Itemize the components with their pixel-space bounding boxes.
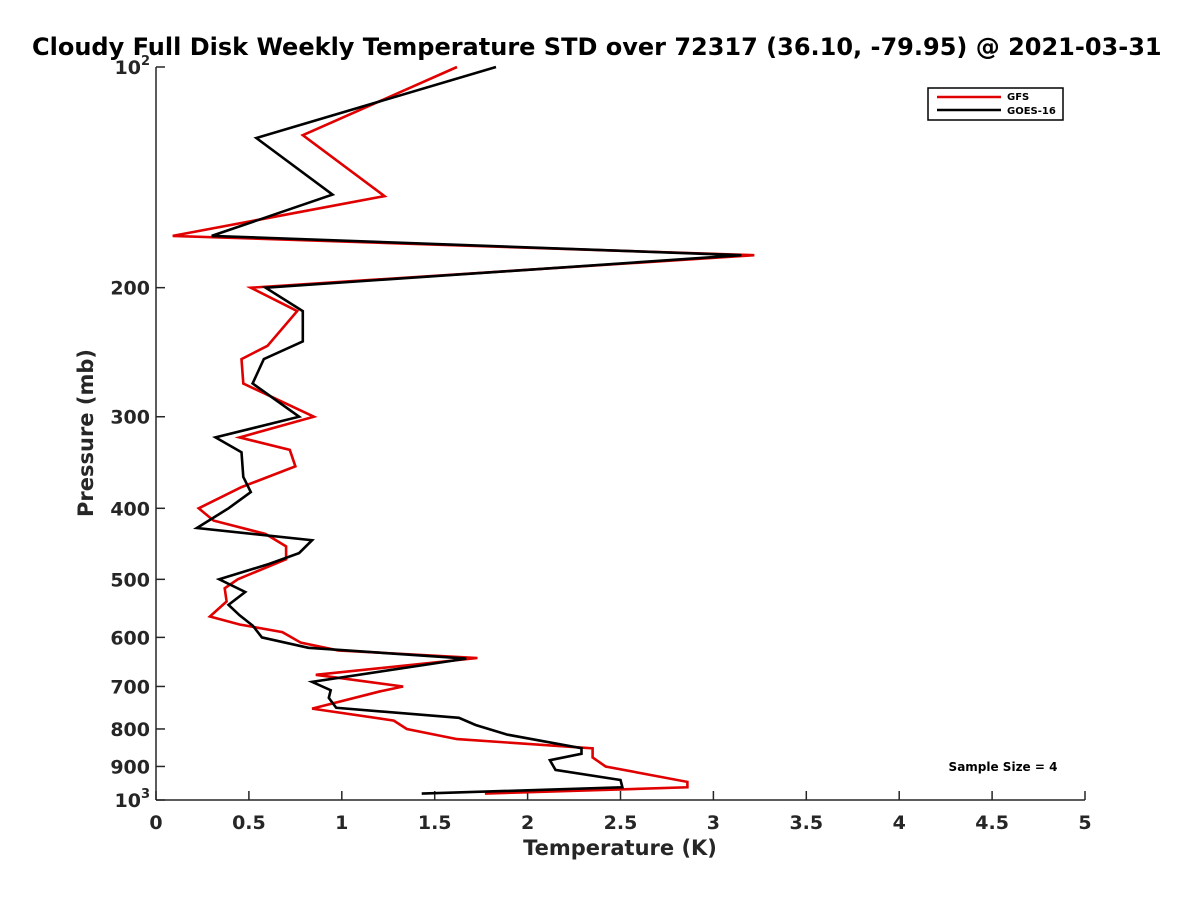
x-tick-label: 3.5 [789, 812, 823, 834]
y-axis-ticks: 102 200 300 400 500 600 700 800 900 103 [110, 54, 165, 812]
series-layer [172, 65, 755, 795]
x-tick-label: 0 [149, 812, 162, 834]
y-tick-label: 800 [110, 719, 150, 741]
y-tick-label: 200 [110, 278, 150, 300]
y-tick-label: 600 [110, 627, 150, 649]
y-tick-label: 700 [110, 676, 150, 698]
y-tick-label: 103 [115, 787, 151, 812]
y-tick-label: 400 [110, 498, 150, 520]
legend-label-goes16: GOES-16 [1007, 106, 1056, 117]
legend: GFS GOES-16 [927, 87, 1064, 121]
x-tick-label: 1 [335, 812, 348, 834]
y-axis-label: Pressure (mb) [74, 349, 98, 517]
sample-size-annotation: Sample Size = 4 [949, 760, 1058, 774]
x-tick-label: 5 [1078, 812, 1091, 834]
y-tick-label: 102 [115, 54, 151, 79]
chart-title: Cloudy Full Disk Weekly Temperature STD … [32, 33, 1162, 61]
x-tick-label: 4 [893, 812, 906, 834]
legend-label-gfs: GFS [1007, 92, 1029, 103]
x-tick-label: 1.5 [418, 812, 452, 834]
y-tick-label: 300 [110, 407, 150, 429]
y-tick-label: 900 [110, 756, 150, 778]
y-tick-label: 500 [110, 569, 150, 591]
x-tick-label: 4.5 [975, 812, 1009, 834]
legend-box [927, 87, 1064, 121]
x-tick-label: 3 [707, 812, 720, 834]
x-tick-label: 2 [521, 812, 534, 834]
x-axis-ticks: 0 0.5 1 1.5 2 2.5 3 3.5 4 4.5 5 [149, 791, 1092, 834]
series-line-goes16 [193, 65, 742, 795]
x-tick-label: 0.5 [232, 812, 266, 834]
x-tick-label: 2.5 [604, 812, 638, 834]
x-axis-label: Temperature (K) [523, 836, 717, 860]
